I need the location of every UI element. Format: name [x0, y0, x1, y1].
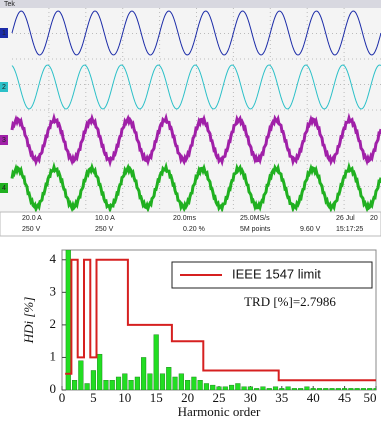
ch2-scale: 10.0 A — [95, 215, 115, 222]
bar — [349, 388, 354, 390]
bar — [122, 374, 127, 390]
bar — [305, 387, 310, 390]
channel-number: 1 — [2, 30, 6, 37]
bar — [273, 387, 278, 390]
bar — [91, 370, 96, 390]
bar — [286, 387, 291, 390]
x-tick-label: 10 — [118, 390, 131, 405]
bar — [235, 383, 240, 390]
bar — [317, 388, 322, 390]
bar — [204, 383, 209, 390]
bar — [361, 388, 366, 390]
bar — [254, 388, 259, 390]
y-tick-label: 2 — [50, 316, 57, 331]
x-tick-label: 35 — [275, 390, 288, 405]
bar — [185, 380, 190, 390]
bar — [267, 388, 272, 390]
bar — [160, 374, 165, 390]
bar — [135, 377, 140, 390]
y-tick-label: 0 — [50, 381, 57, 396]
bar — [198, 380, 203, 390]
bar — [223, 387, 228, 390]
bar — [85, 383, 90, 390]
bar — [104, 380, 109, 390]
x-tick-label: 15 — [150, 390, 163, 405]
y-axis-label: HDi [%] — [21, 297, 36, 345]
time: 15:17:25 — [336, 226, 363, 233]
channel-number: 2 — [2, 84, 6, 91]
bar — [97, 354, 102, 390]
bar — [242, 387, 247, 390]
legend-label: IEEE 1547 limit — [232, 266, 321, 281]
bar — [374, 388, 379, 390]
offset: 0.20 % — [183, 226, 205, 233]
bar — [116, 377, 121, 390]
bar — [311, 388, 316, 390]
page: Tek 1 2 3 4 20.0 A 10.0 A 250 V 250 V 20.0m… — [0, 0, 381, 423]
bar — [248, 387, 253, 390]
x-tick-label: 25 — [213, 390, 226, 405]
bar — [330, 388, 335, 390]
x-tick-label: 50 — [364, 390, 377, 405]
bar — [336, 388, 341, 390]
bar — [210, 385, 215, 390]
bar — [367, 388, 372, 390]
bar — [342, 388, 347, 390]
bar — [261, 387, 266, 390]
x-tick-label: 5 — [90, 390, 97, 405]
x-tick-label: 20 — [181, 390, 194, 405]
annotation: TRD [%]=2.7986 — [244, 294, 336, 309]
bar — [166, 367, 171, 390]
bar — [323, 388, 328, 390]
channel-number: 3 — [2, 137, 6, 144]
bar — [66, 250, 71, 390]
x-tick-label: 40 — [307, 390, 320, 405]
sample-rate: 25.0MS/s — [240, 215, 270, 222]
x-tick-label: 30 — [244, 390, 257, 405]
bar — [217, 387, 222, 390]
bar — [279, 388, 284, 390]
scope-header: Tek — [4, 1, 15, 8]
bar — [129, 380, 134, 390]
record-length: 5M points — [240, 226, 271, 233]
trigger-level: 9.60 V — [300, 226, 321, 233]
ch4-scale: 250 V — [95, 226, 114, 233]
time-div: 20.0ms — [173, 215, 196, 222]
bar — [110, 380, 115, 390]
y-tick-label: 1 — [50, 348, 57, 363]
bar — [72, 380, 77, 390]
x-axis-label: Harmonic order — [178, 404, 261, 419]
y-tick-label: 4 — [50, 251, 57, 266]
y-tick-label: 3 — [50, 283, 57, 298]
bar — [298, 388, 303, 390]
date: 26 Jul — [336, 215, 355, 222]
bar — [192, 377, 197, 390]
bar — [179, 374, 184, 390]
ch1-scale: 20.0 A — [22, 215, 42, 222]
bar — [173, 377, 178, 390]
bar — [78, 361, 83, 390]
x-tick-label: 45 — [338, 390, 351, 405]
bar — [355, 388, 360, 390]
bar — [292, 388, 297, 390]
bar — [141, 357, 146, 390]
ch3-scale: 250 V — [22, 226, 41, 233]
year: 20 — [370, 215, 378, 222]
channel-number: 4 — [2, 185, 6, 192]
bar — [154, 335, 159, 390]
scope-header-bar — [0, 0, 381, 8]
bar — [229, 385, 234, 390]
x-tick-label: 0 — [59, 390, 66, 405]
bar — [148, 374, 153, 390]
